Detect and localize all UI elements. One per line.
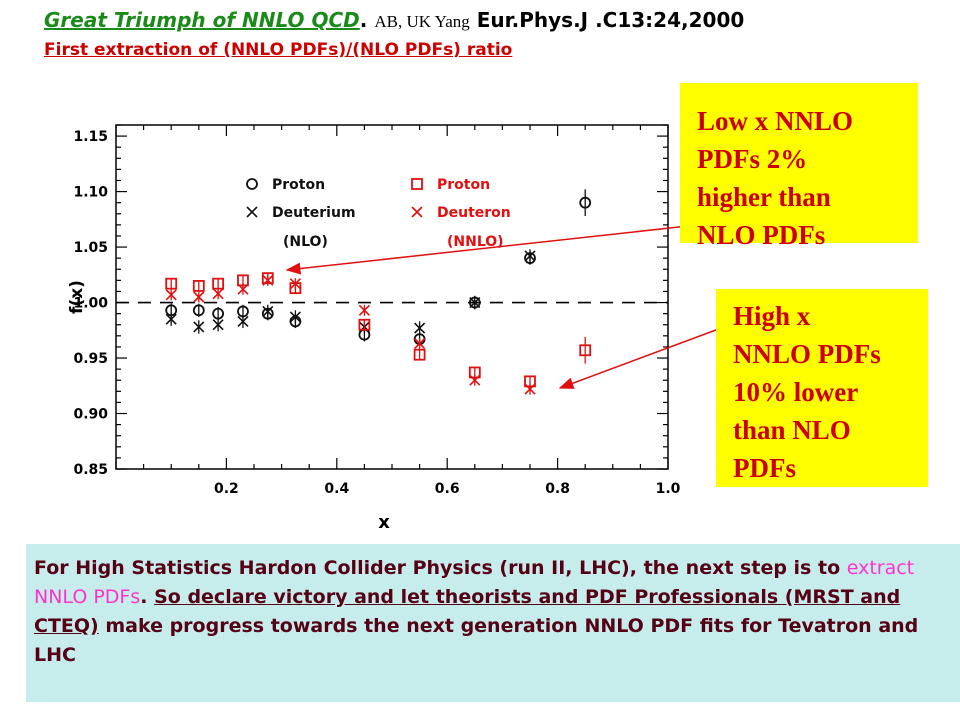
data-point	[165, 313, 177, 325]
callout-low-x-line: PDFs 2%	[697, 144, 808, 174]
title-dot: .	[359, 8, 375, 32]
legend-marker	[246, 206, 258, 218]
data-point	[414, 338, 426, 350]
data-point	[524, 250, 536, 262]
y-tick-label: 0.85	[73, 462, 108, 478]
conclusion-box: For High Statistics Hardon Collider Phys…	[26, 544, 960, 702]
data-point	[237, 283, 249, 295]
data-point	[212, 288, 224, 300]
x-tick-label: 0.4	[324, 481, 349, 497]
callout-low-x-line: higher than	[697, 182, 831, 212]
callout-low-x-line: NLO PDFs	[697, 220, 826, 250]
legend-marker	[246, 178, 258, 190]
journal-reference: Eur.Phys.J .C13:24,2000	[469, 8, 745, 32]
y-tick-label: 1.00	[73, 296, 108, 312]
data-point	[469, 374, 481, 386]
y-tick-label: 1.15	[73, 129, 108, 145]
x-tick-label: 1.0	[656, 481, 681, 497]
data-point	[358, 318, 371, 331]
legend-marker	[411, 206, 423, 218]
callout-high-x: High x NNLO PDFs 10% lower than NLO PDFs	[716, 289, 928, 487]
conclusion-text: .	[140, 586, 155, 608]
data-point	[165, 277, 178, 290]
talk-title[interactable]: Great Triumph of NNLO QCD	[44, 8, 360, 32]
data-point	[579, 196, 592, 209]
data-point	[212, 319, 224, 331]
data-point	[413, 348, 426, 361]
conclusion-text: make progress towards the next generatio…	[34, 615, 919, 666]
data-point	[524, 383, 536, 395]
callout-high-x-line: NNLO PDFs	[733, 339, 881, 369]
legend-label: Proton	[437, 177, 490, 193]
data-point	[289, 278, 301, 290]
callout-high-x-line: than NLO	[733, 415, 851, 445]
x-axis-label: x	[378, 512, 390, 533]
arrow-high-x	[558, 326, 725, 389]
data-point	[165, 289, 177, 301]
callout-low-x-line: Low x NNLO	[697, 106, 854, 136]
x-tick-label: 0.6	[435, 481, 460, 497]
legend-marker	[411, 178, 423, 190]
legend-label: Deuteron	[437, 205, 511, 221]
legend-group-label: (NNLO)	[447, 234, 504, 250]
data-point	[193, 291, 205, 303]
y-tick-label: 1.05	[73, 240, 108, 256]
data-point	[193, 321, 205, 333]
callout-low-x: Low x NNLO PDFs 2% higher than NLO PDFs	[680, 83, 918, 250]
data-point	[469, 296, 481, 309]
data-point	[262, 305, 274, 317]
legend-label: Deuterium	[272, 205, 356, 221]
callout-high-x-line: 10% lower	[733, 377, 859, 407]
x-tick-label: 0.8	[545, 481, 570, 497]
callout-high-x-line: High x	[733, 301, 811, 331]
y-tick-label: 0.90	[73, 407, 108, 423]
data-point	[414, 322, 426, 334]
conclusion-highlight: extract NNLO PDFs	[34, 557, 915, 608]
y-axis-label: f(x)	[67, 280, 87, 314]
arrow-low-x	[285, 225, 689, 275]
legend-label: Proton	[272, 177, 325, 193]
y-tick-label: 0.95	[73, 351, 108, 367]
data-point	[192, 280, 205, 292]
data-point	[289, 311, 301, 323]
y-tick-label: 1.10	[73, 185, 108, 201]
data-point	[358, 304, 370, 316]
data-point	[192, 304, 205, 317]
conclusion-text: For High Statistics Hardon Collider Phys…	[34, 557, 847, 579]
callout-high-x-line: PDFs	[733, 453, 796, 483]
x-tick-label: 0.2	[214, 481, 239, 497]
header-citation: Great Triumph of NNLO QCD. AB, UK Yang E…	[44, 8, 744, 32]
conclusion-underlined: So declare victory and let theorists and…	[34, 586, 901, 637]
ratio-plot: 0.85 0.90 0.95 1.00 1.05 1.10 1.15 0.2 0.4 0.6 0.8…	[67, 124, 725, 533]
data-point	[262, 274, 274, 286]
data-point	[237, 315, 249, 327]
data-point	[579, 344, 592, 357]
legend-group-label: (NLO)	[283, 234, 328, 250]
authors: AB, UK Yang	[374, 12, 470, 31]
subtitle: First extraction of (NNLO PDFs)/(NLO PDF…	[44, 40, 513, 60]
